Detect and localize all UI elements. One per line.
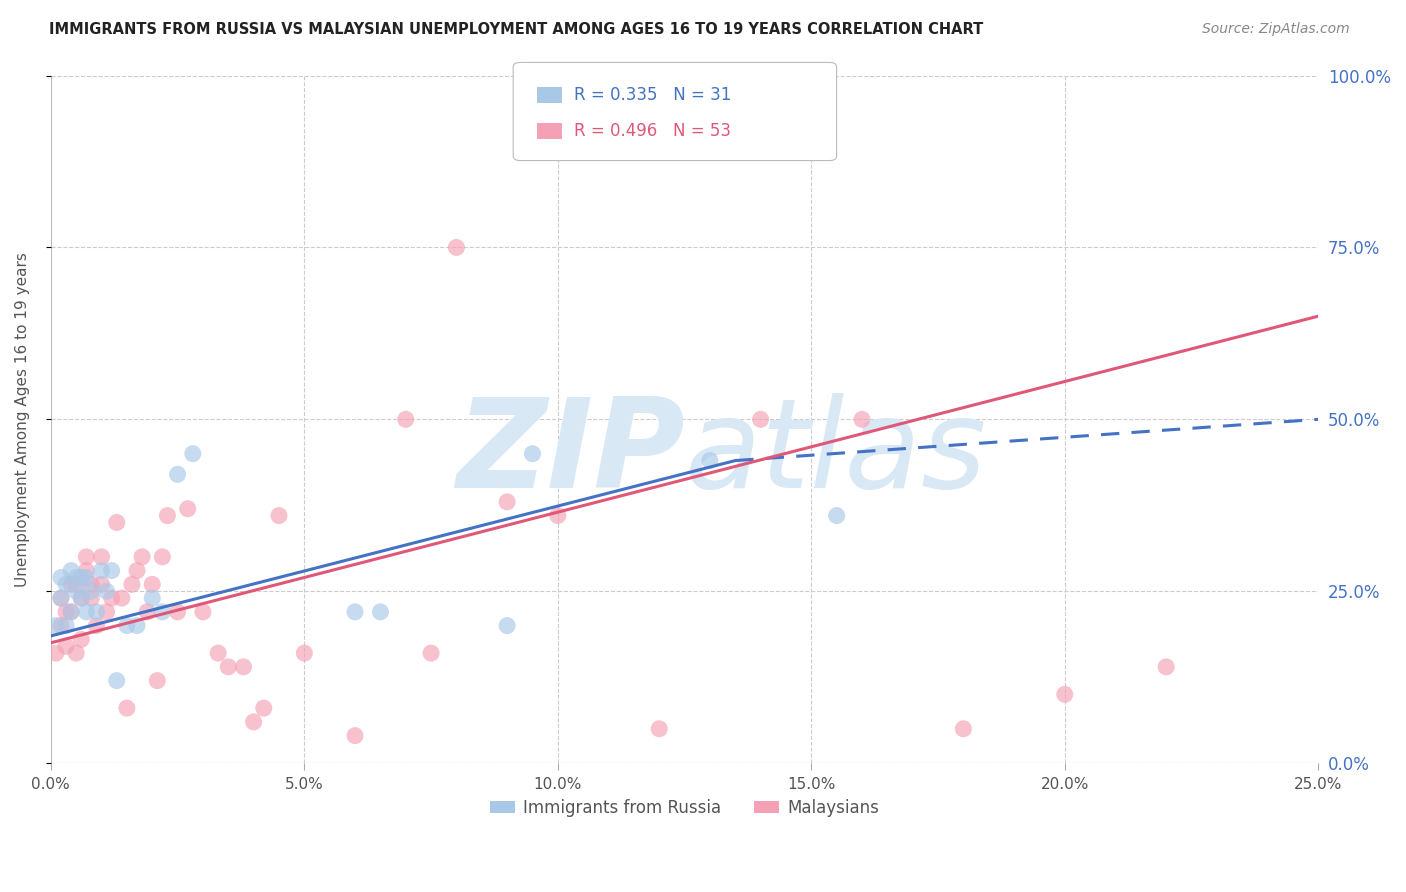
Point (496, 618, 519, 632)
Point (141, 591, 163, 606)
Point (90, 549, 112, 564)
Point (217, 660, 239, 674)
Point (100, 591, 122, 606)
Point (344, 605, 367, 619)
Point (136, 605, 159, 619)
Point (55, 618, 77, 632)
Point (45, 618, 67, 632)
Point (65, 570, 87, 584)
Point (105, 673, 128, 688)
Point (49, 591, 72, 606)
Point (395, 412, 418, 426)
Point (166, 467, 188, 482)
Point (825, 508, 848, 523)
Point (75, 570, 97, 584)
Point (851, 412, 873, 426)
Point (96, 584, 118, 599)
Point (191, 605, 214, 619)
Text: atlas: atlas (685, 393, 987, 514)
Point (749, 412, 772, 426)
Point (70, 591, 93, 606)
Point (522, 447, 544, 461)
Point (65, 646, 87, 660)
Point (86, 605, 108, 619)
Point (49, 591, 72, 606)
Point (1053, 687, 1076, 701)
Text: R = 0.335   N = 31: R = 0.335 N = 31 (574, 87, 731, 104)
Point (96, 605, 118, 619)
Point (146, 673, 169, 688)
Point (242, 714, 264, 729)
Point (141, 577, 163, 591)
Point (496, 495, 519, 509)
Text: Source: ZipAtlas.com: Source: ZipAtlas.com (1202, 22, 1350, 37)
Point (65, 584, 87, 599)
Point (60, 577, 83, 591)
Point (1154, 660, 1177, 674)
Point (65, 577, 87, 591)
Point (111, 591, 134, 606)
Point (648, 722, 671, 736)
Point (55, 605, 77, 619)
Point (80, 577, 103, 591)
Point (267, 508, 290, 523)
Point (446, 240, 468, 254)
Point (952, 722, 974, 736)
Point (370, 605, 392, 619)
Point (75, 564, 97, 578)
Point (100, 564, 122, 578)
Point (49, 570, 72, 584)
Point (60, 605, 83, 619)
Point (86, 618, 108, 632)
Text: ZIP: ZIP (456, 393, 685, 514)
Point (166, 605, 188, 619)
Point (60, 605, 83, 619)
Point (80, 591, 103, 606)
Point (150, 605, 173, 619)
Point (45, 646, 67, 660)
Point (115, 701, 138, 715)
Point (70, 632, 93, 647)
Point (105, 516, 128, 530)
Point (55, 577, 77, 591)
Point (547, 508, 569, 523)
Point (55, 639, 77, 653)
Point (75, 605, 97, 619)
Point (156, 508, 179, 523)
Point (420, 646, 443, 660)
Point (60, 564, 83, 578)
Point (150, 549, 173, 564)
Point (70, 591, 93, 606)
Point (75, 549, 97, 564)
Point (232, 660, 254, 674)
Point (292, 646, 315, 660)
Point (181, 447, 204, 461)
Point (125, 564, 148, 578)
Point (177, 501, 200, 516)
Point (90, 577, 112, 591)
Point (90, 564, 112, 578)
Point (699, 453, 721, 467)
Point (125, 618, 148, 632)
Text: IMMIGRANTS FROM RUSSIA VS MALAYSIAN UNEMPLOYMENT AMONG AGES 16 TO 19 YEARS CORRE: IMMIGRANTS FROM RUSSIA VS MALAYSIAN UNEM… (49, 22, 983, 37)
Point (121, 577, 143, 591)
Point (49, 618, 72, 632)
Point (207, 646, 229, 660)
Point (80, 584, 103, 599)
Point (253, 701, 276, 715)
Legend: Immigrants from Russia, Malaysians: Immigrants from Russia, Malaysians (482, 792, 886, 823)
Y-axis label: Unemployment Among Ages 16 to 19 years: Unemployment Among Ages 16 to 19 years (15, 252, 30, 587)
Text: R = 0.496   N = 53: R = 0.496 N = 53 (574, 122, 731, 140)
Point (344, 729, 367, 743)
Point (115, 618, 138, 632)
Point (131, 549, 153, 564)
Point (70, 570, 93, 584)
